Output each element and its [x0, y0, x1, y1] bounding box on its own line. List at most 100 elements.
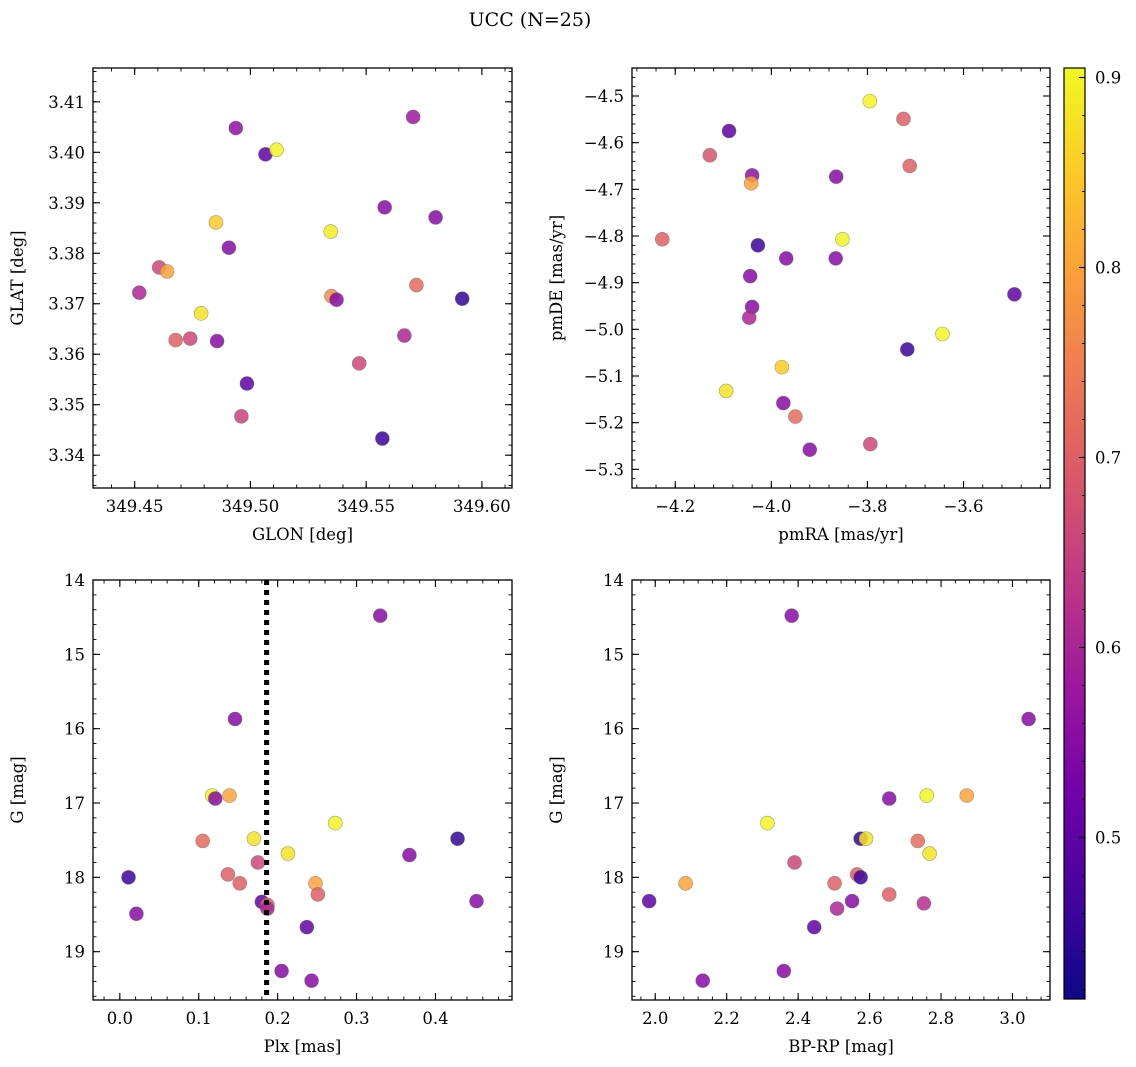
data-point	[896, 111, 911, 127]
data-point	[450, 831, 465, 846]
panel-color-magnitude: 2.0 2.2 2.4 2.6 2.8 3.0 14 15 16 17 18 19 BP-RP [mag…	[547, 571, 1051, 1056]
y-tick-label: 3.40	[48, 143, 85, 162]
data-point	[641, 893, 657, 909]
data-point	[454, 291, 470, 306]
x-tick-label: 0.4	[422, 1009, 448, 1028]
x-tick-label: 2.4	[785, 1009, 811, 1028]
data-point	[129, 906, 144, 922]
x-axis-label: Plx [mas]	[264, 1037, 342, 1056]
data-point	[310, 887, 326, 902]
data-point	[274, 963, 289, 979]
data-point	[409, 277, 424, 293]
y-tick-label: −5.2	[584, 414, 624, 433]
y-tick-label: −4.5	[584, 87, 624, 106]
data-point	[159, 264, 175, 279]
x-tick-label: 3.0	[999, 1009, 1025, 1028]
panel-parallax-magnitude: 0.0 0.1 0.2 0.3 0.4 14 15 16 17 18 19 Plx [mas] G [m…	[8, 571, 513, 1056]
data-point	[863, 436, 878, 452]
y-tick-label: 19	[64, 943, 85, 962]
data-point	[742, 268, 758, 284]
data-point	[329, 292, 344, 308]
y-tick-label: −4.9	[584, 274, 624, 293]
colorbar-tick-label: 0.9	[1095, 69, 1121, 88]
data-point	[881, 791, 897, 806]
x-tick-label: 2.2	[714, 1009, 740, 1028]
data-point	[778, 251, 794, 266]
x-tick-label: −3.6	[943, 497, 983, 516]
data-point	[844, 893, 860, 909]
data-point	[280, 846, 296, 861]
y-tick-label: 3.36	[48, 345, 85, 364]
panel-proper-motion: −4.2 −4.0 −3.8 −3.6 −5.3 −5.2 −5.1 −5.0 −4.9 −4.8…	[547, 67, 1051, 544]
x-tick-label: −4.2	[655, 497, 695, 516]
data-point	[220, 867, 236, 882]
x-tick-label: 349.45	[106, 497, 164, 516]
data-point	[222, 788, 237, 803]
data-point	[469, 893, 484, 909]
data-point	[182, 331, 198, 346]
data-point	[208, 215, 224, 230]
y-tick-label: 3.34	[48, 446, 85, 465]
y-tick-label: −5.3	[584, 460, 624, 479]
x-tick-label: 349.55	[337, 497, 395, 516]
data-point	[828, 169, 844, 185]
data-point	[922, 846, 937, 861]
y-tick-label: 3.39	[48, 194, 85, 213]
data-point	[802, 442, 818, 458]
y-tick-label: 17	[603, 794, 624, 813]
data-point	[774, 359, 790, 375]
y-axis-label: pmDE [mas/yr]	[547, 215, 566, 341]
y-tick-label: 18	[603, 868, 624, 887]
data-point	[250, 855, 266, 870]
data-point	[760, 815, 775, 831]
data-point	[741, 310, 757, 325]
colorbar: 0.5 0.6 0.7 0.8 0.9	[1063, 67, 1121, 1000]
x-tick-label: 2.8	[928, 1009, 954, 1028]
data-point	[246, 831, 262, 846]
data-point	[228, 120, 244, 136]
y-tick-label: 14	[603, 571, 624, 590]
data-point	[721, 123, 737, 139]
data-point	[304, 973, 319, 988]
data-point	[828, 251, 844, 266]
axes-frame	[92, 579, 513, 1001]
x-tick-label: −3.8	[847, 497, 887, 516]
data-point	[743, 175, 759, 191]
y-axis-label: GLAT [deg]	[8, 230, 27, 325]
data-point	[916, 896, 932, 911]
data-point	[695, 973, 711, 988]
data-point	[372, 608, 388, 623]
y-tick-label: 14	[64, 571, 85, 590]
data-point	[678, 875, 693, 891]
data-point	[959, 788, 975, 803]
x-axis-label: pmRA [mas/yr]	[778, 525, 903, 544]
y-tick-label: 18	[64, 868, 85, 887]
y-tick-label: 3.35	[48, 396, 85, 415]
y-tick-label: −4.8	[584, 227, 624, 246]
data-point	[428, 210, 443, 225]
data-point	[375, 431, 390, 446]
data-point	[208, 791, 223, 806]
x-tick-label: 2.0	[642, 1009, 668, 1028]
data-point	[351, 356, 367, 371]
y-axis-label: G [mag]	[8, 756, 27, 823]
data-point	[327, 815, 343, 831]
data-point	[232, 875, 248, 891]
data-point	[776, 963, 792, 979]
data-point	[405, 109, 421, 125]
data-point	[858, 831, 874, 846]
x-tick-label: 349.50	[222, 497, 280, 516]
data-point	[835, 231, 850, 247]
data-point	[787, 855, 802, 870]
y-tick-label: 16	[64, 720, 85, 739]
data-point	[397, 328, 412, 343]
colorbar-tick-label: 0.8	[1095, 259, 1121, 278]
data-point	[168, 332, 183, 348]
data-point	[853, 870, 868, 885]
data-point	[784, 608, 799, 623]
data-point	[718, 383, 734, 399]
data-point	[209, 333, 225, 349]
data-point	[193, 306, 209, 321]
data-point	[935, 326, 950, 342]
